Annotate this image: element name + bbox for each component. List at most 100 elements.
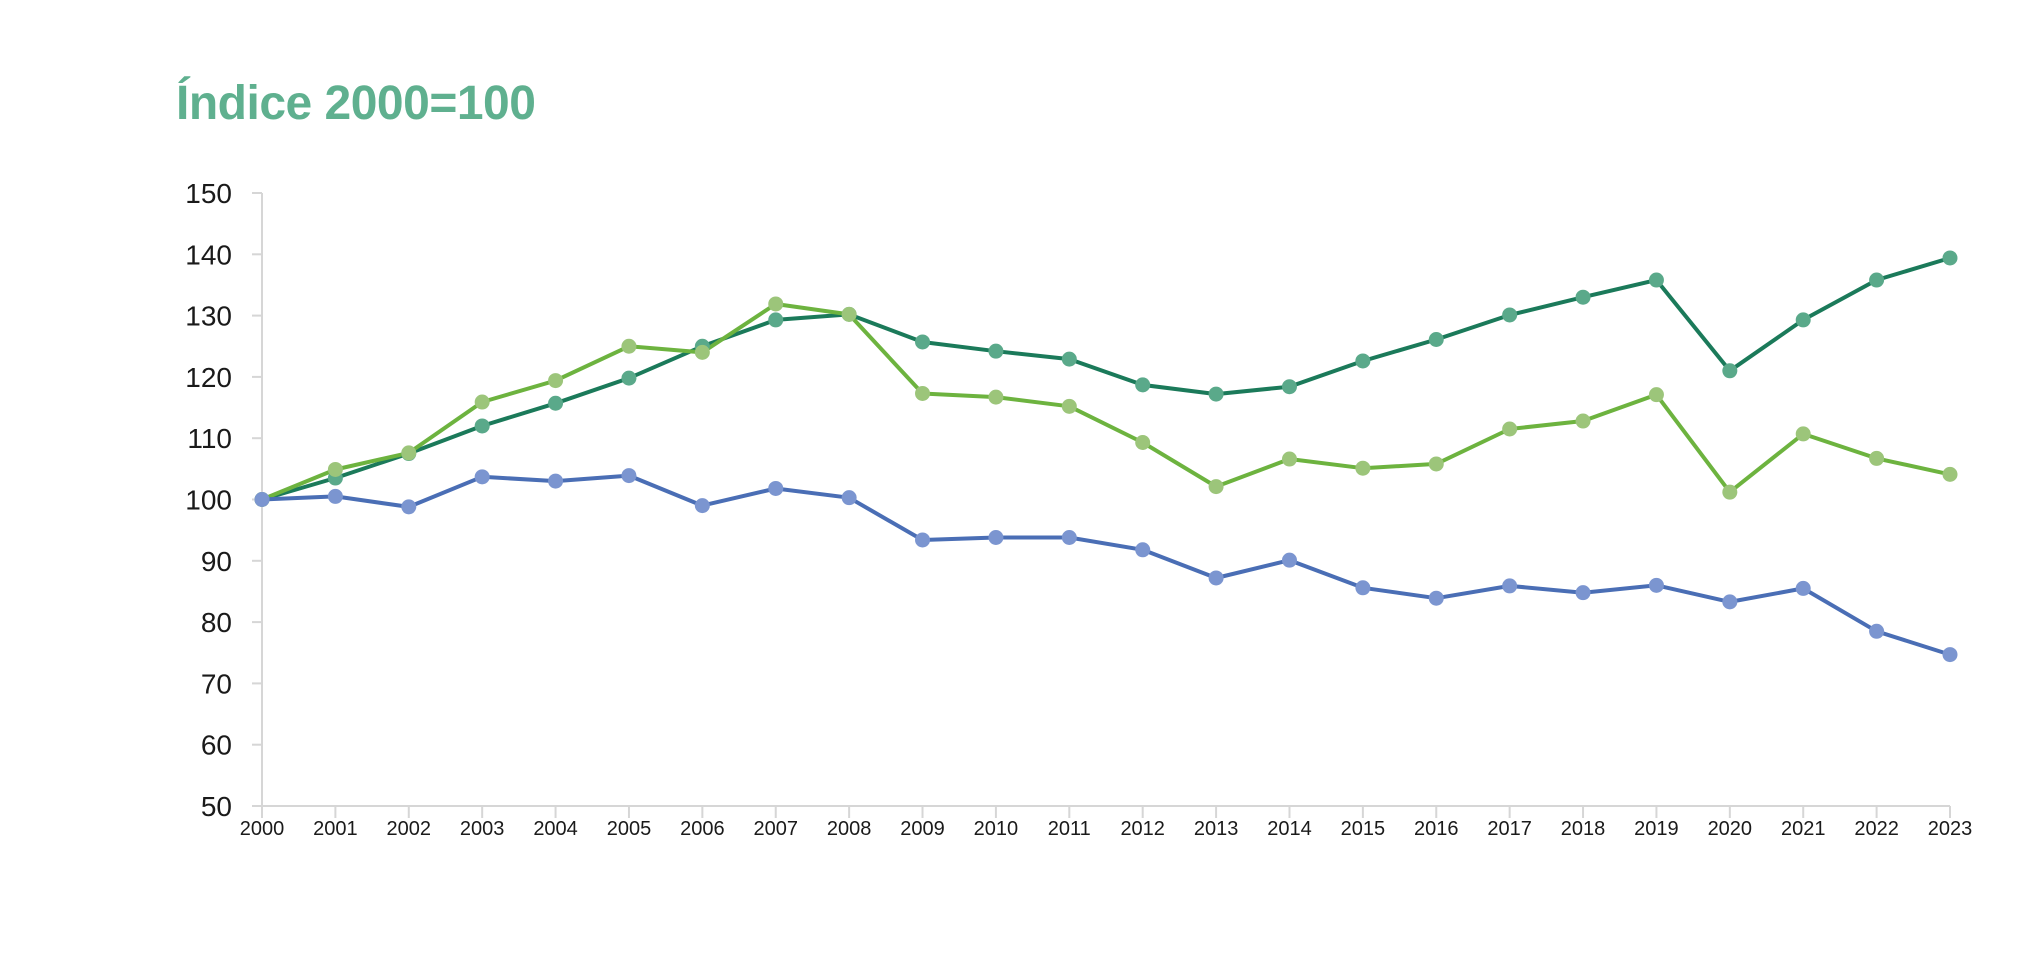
data-point [1648,272,1664,288]
data-point [1648,387,1664,403]
x-tick-label: 2003 [460,818,505,840]
x-tick-label: 2006 [680,818,725,840]
data-point [1208,570,1224,586]
data-point [1355,460,1371,476]
x-tick-label: 2010 [974,818,1019,840]
x-tick-label: 2009 [900,818,945,840]
data-point [1869,272,1885,288]
data-point [1722,363,1738,379]
x-tick-label: 2008 [827,818,872,840]
data-point [1575,585,1591,601]
x-tick-label: 2013 [1194,818,1239,840]
y-tick-label: 130 [185,301,232,332]
data-point [621,370,637,386]
data-point [548,473,564,489]
data-point [548,373,564,389]
data-point [988,530,1004,546]
data-point [1575,413,1591,429]
x-tick-label: 2011 [1048,818,1091,840]
data-point [1575,289,1591,305]
data-point [1942,466,1958,482]
series-lines [260,256,1952,657]
y-tick-label: 60 [201,730,232,761]
data-point [1355,353,1371,369]
data-point [1502,578,1518,594]
data-point [768,480,784,496]
y-tick-label: 100 [185,485,232,516]
data-point [401,499,417,515]
data-point [768,312,784,328]
x-tick-label: 2023 [1928,818,1973,840]
data-point [1061,530,1077,546]
data-point [1722,594,1738,610]
x-tick-label: 2021 [1781,818,1826,840]
data-point [1795,426,1811,442]
x-tick-label: 2000 [240,818,285,840]
y-tick-label: 70 [201,668,232,699]
data-point [548,395,564,411]
data-point [694,498,710,514]
data-point [1942,647,1958,663]
data-point [1355,580,1371,596]
data-point [915,385,931,401]
data-point [1061,398,1077,414]
data-point [474,418,490,434]
x-tick-label: 2016 [1414,818,1459,840]
x-tick-label: 2020 [1708,818,1753,840]
data-point [915,532,931,548]
x-tick-label: 2007 [753,818,798,840]
x-tick-label: 2018 [1561,818,1606,840]
data-point [1942,250,1958,266]
x-tick-label: 2019 [1634,818,1679,840]
y-tick-label: 140 [185,239,232,270]
data-point [1428,332,1444,348]
y-tick-label: 150 [185,178,232,209]
data-point [401,445,417,461]
data-point [1722,484,1738,500]
x-tick-label: 2004 [533,818,578,840]
data-point [1135,434,1151,450]
data-point [621,468,637,484]
data-point [1648,577,1664,593]
data-point [1428,590,1444,606]
data-point [1135,377,1151,393]
data-point [694,344,710,360]
data-point [1208,386,1224,402]
series-line-1 [260,302,1952,502]
data-point [988,343,1004,359]
y-tick-label: 110 [187,423,232,454]
data-point [474,394,490,410]
data-point [327,461,343,477]
series-line-2 [260,473,1952,657]
data-point [1502,307,1518,323]
x-tick-label: 2015 [1341,818,1386,840]
y-tick-label: 120 [185,362,232,393]
y-tick-label: 90 [201,546,232,577]
data-point [988,389,1004,405]
x-tick-label: 2001 [313,818,358,840]
data-point [841,490,857,506]
y-axis: 50 60 70 80 90 100 110 120 130 140 150 [185,178,263,822]
data-point [1795,580,1811,596]
data-point [621,338,637,354]
y-tick-label: 50 [201,791,232,822]
data-point [1281,451,1297,467]
x-tick-label: 2017 [1487,818,1532,840]
data-point [841,306,857,322]
data-point [1208,479,1224,495]
data-point [254,492,270,507]
data-point [915,334,931,350]
data-point [1795,312,1811,328]
x-tick-label: 2012 [1120,818,1165,840]
data-point [327,488,343,504]
data-point [1428,456,1444,472]
x-axis: 2000 2001 2002 2003 2004 2005 2006 2007 2008 2009… [240,805,1973,840]
series-points [254,250,1958,663]
data-point [1135,542,1151,558]
chart-title: Índice 2000=100 [176,77,536,130]
data-point [1869,450,1885,466]
data-point [768,296,784,312]
data-point [1869,623,1885,639]
